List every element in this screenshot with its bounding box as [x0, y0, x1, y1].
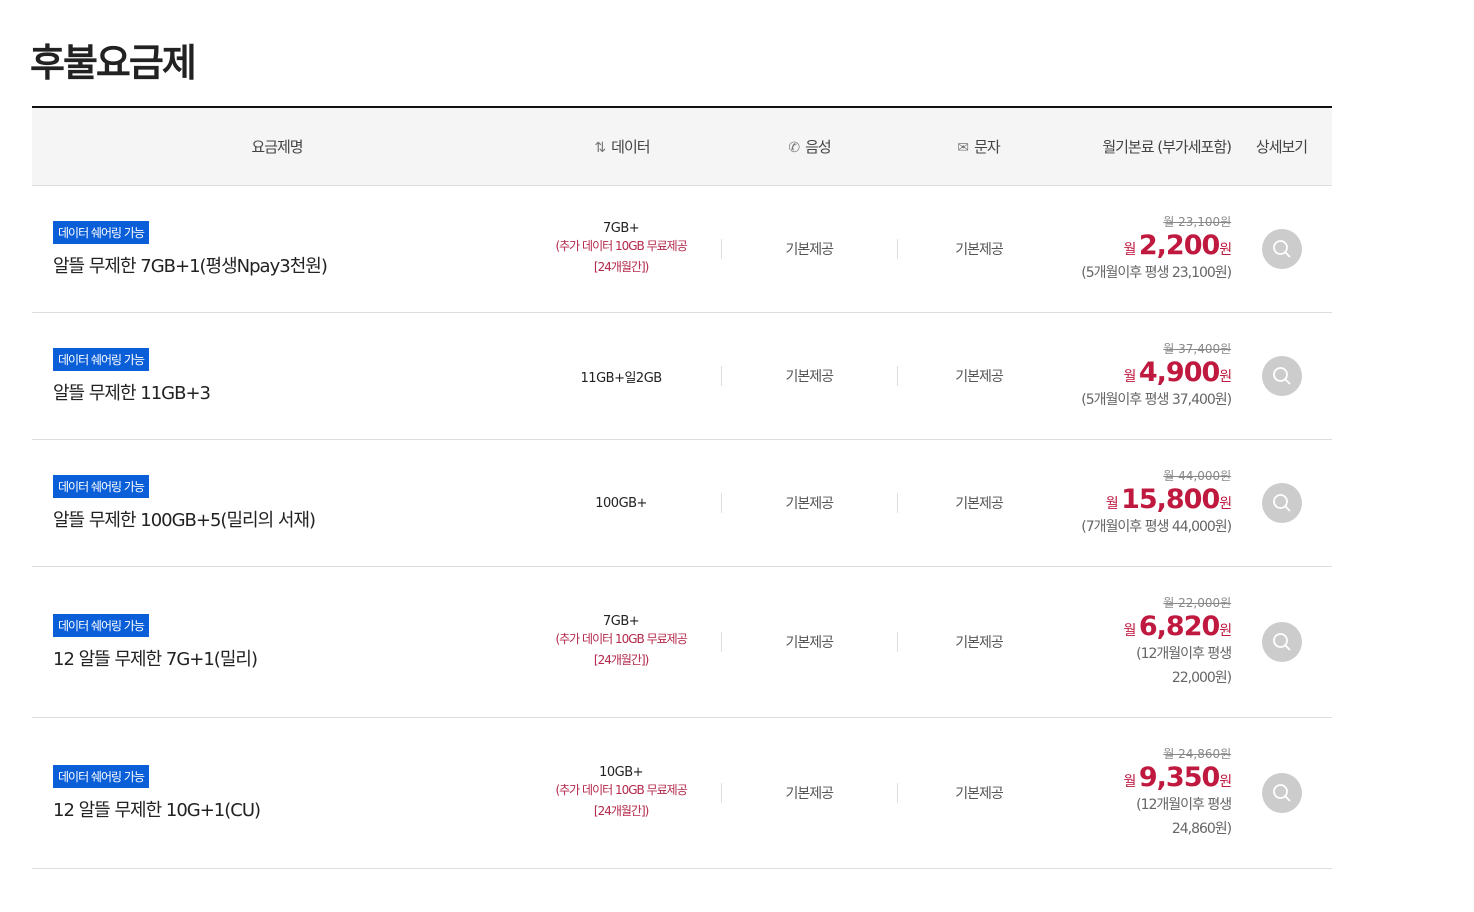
original-price: 월 22,000원: [1163, 596, 1232, 610]
search-icon: [1272, 784, 1291, 802]
table-row: 데이터 쉐어링 가능 12 알뜰 무제한 7G+1(밀리) 7GB+ (추가 데이터…: [32, 567, 1332, 718]
sharing-badge: 데이터 쉐어링 가능: [53, 764, 149, 788]
table-header: 요금제명 ⇅ 데이터 ✆ 음성 ✉ 문자 월기본료 (부가세포함) 상세보기: [32, 108, 1332, 186]
sms-value: 기본제공: [955, 786, 1004, 802]
voice-value: 기본제공: [785, 369, 835, 385]
discount-price: 월 6,820원: [1123, 611, 1233, 642]
sms-value: 기본제공: [955, 369, 1004, 385]
price-after-note: (5개월이후 평생 23,100원): [1081, 265, 1232, 281]
discount-price: 월 9,350원: [1123, 762, 1233, 793]
data-bonus: (추가 데이터 10GB 무료제공: [555, 238, 687, 253]
data-amount: 11GB+일2GB: [580, 370, 663, 386]
detail-button[interactable]: [1261, 229, 1302, 269]
price-after-note: (5개월이후 평생 37,400원): [1081, 392, 1232, 408]
data-amount: 100GB+: [595, 495, 647, 511]
sms-value: 기본제공: [955, 496, 1004, 512]
envelope-icon: ✉: [957, 140, 969, 156]
original-price: 월 24,860원: [1163, 747, 1232, 761]
col-data: ⇅ 데이터: [594, 138, 650, 156]
sharing-badge: 데이터 쉐어링 가능: [53, 613, 149, 637]
detail-button[interactable]: [1261, 483, 1302, 523]
plan-name[interactable]: 알뜰 무제한 11GB+3: [53, 382, 211, 404]
detail-button[interactable]: [1261, 773, 1302, 813]
data-amount: 7GB+: [603, 220, 640, 236]
detail-button[interactable]: [1261, 622, 1302, 662]
sharing-badge: 데이터 쉐어링 가능: [53, 347, 149, 371]
detail-button[interactable]: [1261, 356, 1302, 396]
plan-name[interactable]: 알뜰 무제한 7GB+1(평생Npay3천원): [53, 255, 328, 277]
original-price: 월 37,400원: [1163, 342, 1232, 356]
sms-value: 기본제공: [955, 242, 1004, 258]
sharing-badge: 데이터 쉐어링 가능: [53, 474, 149, 498]
col-name: 요금제명: [251, 138, 303, 156]
voice-value: 기본제공: [785, 242, 835, 258]
data-amount: 10GB+: [599, 764, 644, 780]
phone-icon: ✆: [788, 140, 800, 156]
data-bonus: (추가 데이터 10GB 무료제공: [555, 782, 687, 797]
data-bonus-period: [24개월간]): [593, 652, 649, 667]
search-icon: [1272, 494, 1291, 512]
plan-name[interactable]: 알뜰 무제한 100GB+5(밀리의 서재): [53, 509, 316, 531]
search-icon: [1272, 240, 1291, 258]
table-row: 데이터 쉐어링 가능 12 알뜰 무제한 10G+1(CU) 10GB+ (추가 데…: [32, 718, 1332, 869]
col-detail: 상세보기: [1255, 138, 1308, 156]
data-arrows-icon: ⇅: [594, 140, 606, 156]
voice-value: 기본제공: [785, 786, 835, 802]
col-price: 월기본료 (부가세포함): [1102, 138, 1232, 156]
sharing-badge: 데이터 쉐어링 가능: [53, 220, 149, 244]
voice-value: 기본제공: [785, 496, 835, 512]
plan-table: 요금제명 ⇅ 데이터 ✆ 음성 ✉ 문자 월기본료 (부가세포함) 상세보기 데이터 …: [32, 106, 1332, 869]
original-price: 월 44,000원: [1163, 469, 1232, 483]
plan-name[interactable]: 12 알뜰 무제한 7G+1(밀리): [53, 648, 258, 670]
price-after-note: (7개월이후 평생 44,000원): [1081, 519, 1232, 535]
price-after-note-2: 24,860원): [1171, 821, 1232, 837]
search-icon: [1272, 633, 1291, 651]
col-voice: ✆ 음성: [788, 138, 831, 156]
data-bonus: (추가 데이터 10GB 무료제공: [555, 631, 687, 646]
data-amount: 7GB+: [603, 613, 640, 629]
search-icon: [1272, 367, 1291, 385]
col-sms: ✉ 문자: [957, 138, 1000, 156]
voice-value: 기본제공: [785, 635, 835, 651]
discount-price: 월 15,800원: [1105, 484, 1232, 515]
table-row: 데이터 쉐어링 가능 알뜰 무제한 100GB+5(밀리의 서재) 100GB+ …: [32, 440, 1332, 567]
price-after-note: (12개월이후 평생: [1136, 797, 1232, 813]
price-after-note-2: 22,000원): [1171, 670, 1232, 686]
original-price: 월 23,100원: [1163, 215, 1232, 229]
discount-price: 월 2,200원: [1123, 230, 1233, 261]
price-after-note: (12개월이후 평생: [1136, 646, 1232, 662]
discount-price: 월 4,900원: [1123, 357, 1233, 388]
sms-value: 기본제공: [955, 635, 1004, 651]
plan-name[interactable]: 12 알뜰 무제한 10G+1(CU): [53, 799, 261, 821]
data-bonus-period: [24개월간]): [593, 259, 649, 274]
page-title: 후불요금제: [30, 41, 197, 85]
data-bonus-period: [24개월간]): [593, 803, 649, 818]
